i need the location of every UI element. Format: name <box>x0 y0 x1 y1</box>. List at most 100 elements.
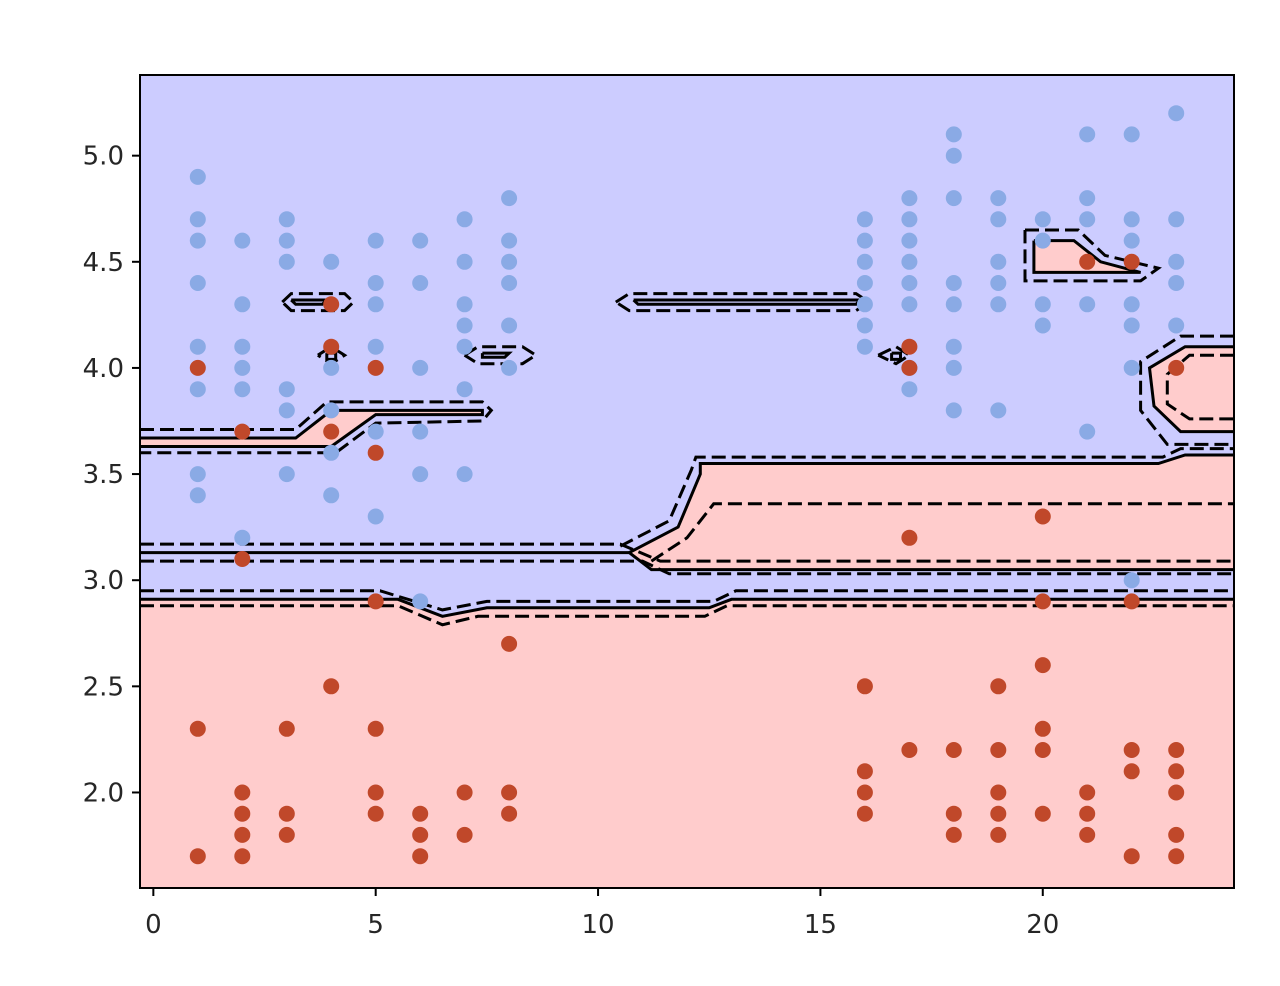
point-series-0-31 <box>412 232 429 249</box>
point-series-0-16 <box>278 253 295 270</box>
point-series-0-82 <box>1034 317 1051 334</box>
point-series-1-18 <box>367 593 384 610</box>
point-series-1-25 <box>456 784 473 801</box>
point-series-0-57 <box>901 190 918 207</box>
x-axis: 0 5 10 15 20 <box>145 888 1059 940</box>
point-series-1-51 <box>1034 805 1051 822</box>
point-series-0-79 <box>1034 211 1051 228</box>
point-series-0-84 <box>1079 190 1096 207</box>
point-series-1-10 <box>278 805 295 822</box>
point-series-1-7 <box>234 826 251 843</box>
point-series-0-92 <box>1123 317 1140 334</box>
point-series-0-17 <box>278 381 295 398</box>
point-series-0-46 <box>501 253 518 270</box>
point-series-0-99 <box>1168 317 1185 334</box>
plot-frame <box>139 74 1235 889</box>
point-series-0-47 <box>501 275 518 291</box>
y-tick-label-5: 4.5 <box>83 248 124 278</box>
margin-line-1 <box>140 589 1234 612</box>
point-series-0-59 <box>901 232 918 249</box>
point-series-0-85 <box>1079 211 1096 228</box>
point-series-0-0 <box>189 168 206 185</box>
point-series-0-19 <box>278 466 295 483</box>
point-series-1-2 <box>189 848 206 865</box>
y-tick-label-4: 4.0 <box>83 354 124 384</box>
point-series-0-61 <box>901 275 918 291</box>
margin-line-23 <box>877 344 913 366</box>
point-series-1-31 <box>856 763 873 780</box>
point-series-0-35 <box>412 466 429 483</box>
point-series-0-42 <box>456 381 473 398</box>
point-series-1-1 <box>189 720 206 737</box>
point-series-0-60 <box>901 253 918 270</box>
point-series-0-52 <box>856 253 873 270</box>
point-series-0-40 <box>456 317 473 334</box>
point-series-0-93 <box>1123 359 1140 376</box>
point-series-0-25 <box>367 232 384 249</box>
point-series-0-4 <box>189 338 206 355</box>
point-series-1-11 <box>278 826 295 843</box>
y-tick-label-2: 3.0 <box>83 566 124 596</box>
boundary-line-9 <box>1147 345 1234 434</box>
point-series-0-72 <box>945 402 962 419</box>
point-series-0-74 <box>990 211 1007 228</box>
point-series-0-36 <box>412 593 429 610</box>
point-series-0-77 <box>990 296 1007 313</box>
point-series-0-54 <box>856 296 873 313</box>
point-series-0-80 <box>1034 232 1051 249</box>
point-series-1-56 <box>1123 253 1140 270</box>
point-series-0-71 <box>945 359 962 376</box>
point-series-0-55 <box>856 317 873 334</box>
point-series-1-36 <box>901 529 918 546</box>
x-tick-label-2: 10 <box>582 910 615 940</box>
point-series-0-26 <box>367 275 384 291</box>
point-series-0-98 <box>1168 275 1185 291</box>
point-series-1-19 <box>367 720 384 737</box>
point-series-1-3 <box>234 423 251 440</box>
point-series-0-3 <box>189 275 206 291</box>
point-series-1-49 <box>1034 720 1051 737</box>
point-series-1-44 <box>990 805 1007 822</box>
point-series-0-14 <box>278 211 295 228</box>
x-tick-label-4: 20 <box>1026 910 1059 940</box>
point-series-1-66 <box>1168 848 1185 865</box>
y-tick-label-1: 2.5 <box>83 672 124 702</box>
point-series-0-41 <box>456 338 473 355</box>
x-tick-label-1: 5 <box>367 910 384 940</box>
y-tick-label-0: 2.0 <box>83 778 124 808</box>
boundary-line-18 <box>480 351 513 359</box>
point-series-0-70 <box>945 338 962 355</box>
point-series-1-26 <box>456 826 473 843</box>
point-series-1-46 <box>1034 508 1051 525</box>
point-series-1-60 <box>1123 848 1140 865</box>
point-series-0-8 <box>234 232 251 249</box>
point-series-0-39 <box>456 296 473 313</box>
point-series-0-38 <box>456 253 473 270</box>
point-series-1-61 <box>1168 359 1185 376</box>
point-series-0-50 <box>856 211 873 228</box>
point-series-1-41 <box>990 678 1007 695</box>
point-series-1-13 <box>323 338 340 355</box>
point-series-1-47 <box>1034 593 1051 610</box>
point-series-0-62 <box>901 296 918 313</box>
point-series-1-12 <box>323 296 340 313</box>
point-series-1-28 <box>501 784 518 801</box>
scatter-points <box>189 105 1185 865</box>
decision-boundaries <box>140 228 1234 627</box>
point-series-1-15 <box>323 678 340 695</box>
point-series-0-68 <box>945 275 962 291</box>
margin-line-15 <box>614 292 873 313</box>
y-tick-label-3: 3.5 <box>83 460 124 490</box>
point-series-1-34 <box>901 338 918 355</box>
boundary-line-0 <box>140 597 1234 618</box>
point-series-0-20 <box>323 253 340 270</box>
margin-line-17 <box>281 292 356 313</box>
point-series-0-37 <box>456 211 473 228</box>
point-series-1-39 <box>945 805 962 822</box>
point-series-1-6 <box>234 805 251 822</box>
point-series-0-10 <box>234 338 251 355</box>
point-series-0-66 <box>945 147 962 164</box>
point-series-1-5 <box>234 784 251 801</box>
point-series-0-75 <box>990 253 1007 270</box>
